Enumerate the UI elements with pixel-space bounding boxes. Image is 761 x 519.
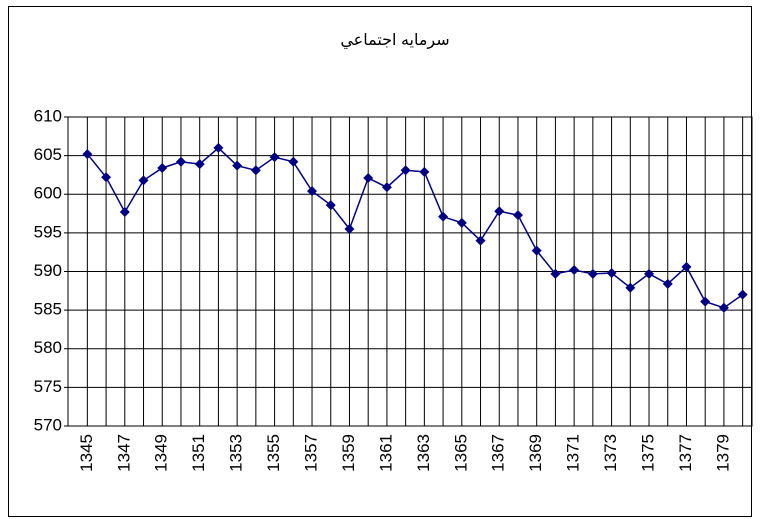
x-tick-label: 1377 [676,434,695,472]
marker [569,264,580,275]
y-tick-label: 590 [34,261,62,280]
x-tick-label: 1363 [414,434,433,472]
marker [269,152,280,163]
marker [213,142,224,153]
x-tick-label: 1353 [227,434,246,472]
x-tick-label: 1359 [339,434,358,472]
y-tick-label: 610 [34,106,62,125]
y-tick-label: 595 [34,222,62,241]
marker [700,296,711,307]
x-tick-label: 1345 [77,434,96,472]
marker [606,268,617,279]
marker [363,173,374,184]
plot-frame [67,116,753,427]
marker [175,156,186,167]
marker [307,186,318,197]
marker [101,172,112,183]
x-tick-label: 1367 [489,434,508,472]
marker [82,149,93,160]
marker [381,182,392,193]
marker [157,162,168,173]
marker [475,235,486,246]
marker [119,207,130,218]
marker [718,302,729,313]
x-tick-label: 1347 [114,434,133,472]
chart-border [8,6,752,517]
x-tick-label: 1365 [451,434,470,472]
marker [512,210,523,221]
marker [194,159,205,170]
x-tick-label: 1361 [376,434,395,472]
marker [737,289,748,300]
marker [232,160,243,171]
x-tick-label: 1379 [713,434,732,472]
y-tick-label: 575 [34,377,62,396]
marker [456,217,467,228]
x-tick-label: 1357 [302,434,321,472]
y-tick-label: 570 [34,415,62,434]
marker [400,165,411,176]
x-tick-label: 1369 [526,434,545,472]
x-tick-label: 1355 [264,434,283,472]
marker [550,268,561,279]
marker [494,206,505,217]
x-tick-label: 1349 [152,434,171,472]
y-tick-label: 600 [34,184,62,203]
marker [419,166,430,177]
y-tick-label: 585 [34,300,62,319]
y-tick-label: 605 [34,145,62,164]
y-tick-label: 580 [34,338,62,357]
marker [644,268,655,279]
marker [250,165,261,176]
marker [344,224,355,235]
marker [325,200,336,211]
marker [587,268,598,279]
x-tick-label: 1373 [601,434,620,472]
marker [625,282,636,293]
marker [288,156,299,167]
marker [531,245,542,256]
marker [438,211,449,222]
x-tick-label: 1375 [639,434,658,472]
marker [681,261,692,272]
x-tick-label: 1371 [564,434,583,472]
chart-title: سرمايه اجتماعي [340,32,449,50]
marker [662,278,673,289]
x-tick-label: 1351 [189,434,208,472]
marker [138,175,149,186]
